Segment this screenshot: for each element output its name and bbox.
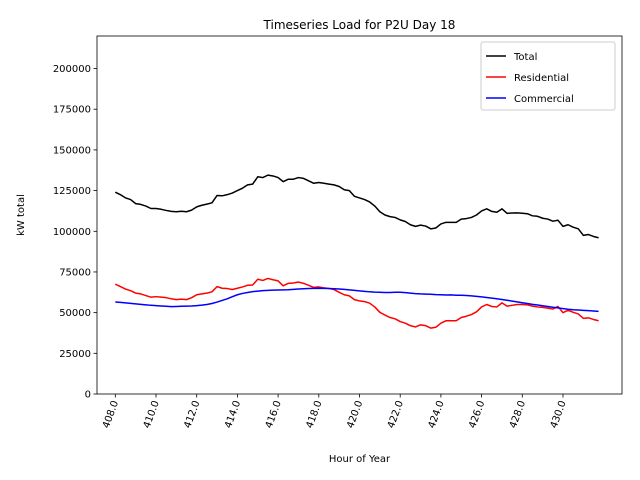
legend-label-commercial: Commercial xyxy=(514,94,574,105)
x-axis-label: Hour of Year xyxy=(329,454,391,465)
x-tick-label: 422.0 xyxy=(386,399,406,430)
y-axis-label: kW total xyxy=(16,194,27,236)
x-tick-label: 430.0 xyxy=(549,399,569,430)
legend: Total Residential Commercial xyxy=(480,41,616,111)
y-tick-label: 100000 xyxy=(53,227,91,238)
x-tick-label: 426.0 xyxy=(467,399,487,430)
x-tick-label: 424.0 xyxy=(427,399,447,430)
series-line-residential xyxy=(114,277,599,329)
legend-label-residential: Residential xyxy=(514,73,569,84)
y-tick-label: 125000 xyxy=(53,186,91,197)
y-tick-label: 25000 xyxy=(59,349,91,360)
legend-box xyxy=(480,41,616,111)
legend-label-total: Total xyxy=(513,52,537,63)
x-tick-label: 410.0 xyxy=(142,399,162,430)
series-line-commercial xyxy=(115,287,599,313)
y-tick-label: 50000 xyxy=(59,308,91,319)
x-tick-label: 428.0 xyxy=(508,399,528,430)
y-tick-label: 150000 xyxy=(53,145,91,156)
x-tick-label: 412.0 xyxy=(182,399,202,430)
y-tick-label: 200000 xyxy=(53,64,91,75)
x-tick-label: 420.0 xyxy=(345,399,365,430)
y-tick-label: 75000 xyxy=(59,267,91,278)
x-tick-label: 414.0 xyxy=(223,399,243,430)
y-tick-label: 175000 xyxy=(53,105,91,116)
series-line-total xyxy=(114,174,599,239)
chart-title: Timeseries Load for P2U Day 18 xyxy=(263,18,456,32)
x-tick-label: 416.0 xyxy=(264,399,284,430)
plot-frame xyxy=(96,35,623,395)
x-tick-label: 408.0 xyxy=(101,399,121,430)
y-tick-label: 0 xyxy=(85,390,91,401)
axis-layer: 0 25000 50000 75000 100000 125000 150000 175000… xyxy=(53,64,569,430)
series-layer xyxy=(114,174,599,329)
x-tick-label: 418.0 xyxy=(304,399,324,430)
